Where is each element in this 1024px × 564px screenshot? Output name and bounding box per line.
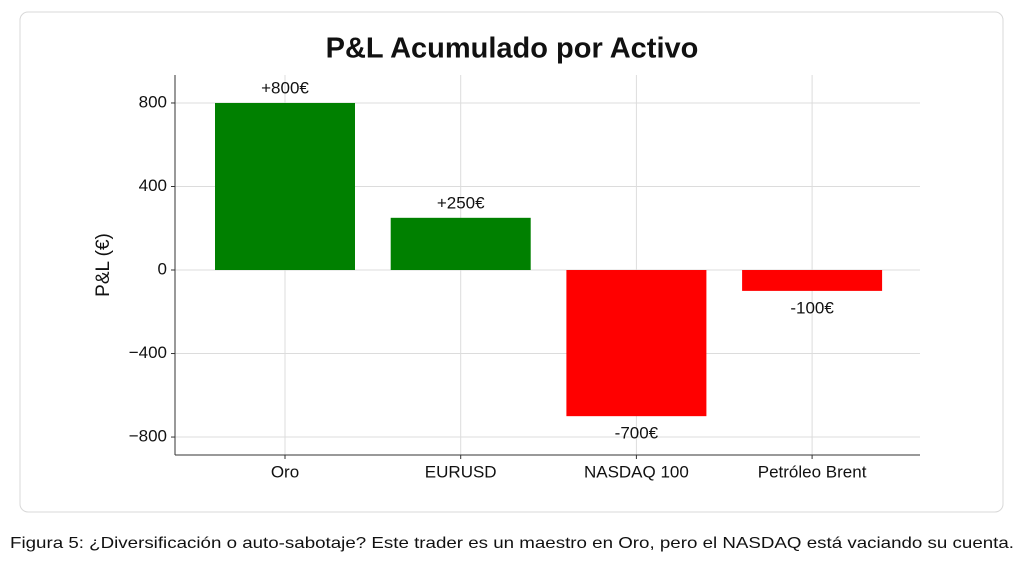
value-label: +800€	[261, 78, 309, 97]
y-tick-label: −400	[129, 343, 167, 362]
y-tick-label: 800	[139, 92, 167, 111]
bar	[215, 102, 355, 271]
bar	[566, 270, 707, 417]
chart-title: P&L Acumulado por Activo	[326, 33, 699, 65]
y-tick-label: 400	[139, 176, 167, 195]
bar	[742, 270, 883, 291]
bar	[390, 217, 531, 271]
y-tick-label: −800	[129, 427, 167, 446]
x-tick-label: Oro	[271, 462, 299, 481]
x-tick-label: NASDAQ 100	[584, 462, 689, 481]
x-tick-label: EURUSD	[425, 462, 497, 481]
value-label: +250€	[437, 193, 485, 212]
caption: Figura 5: ¿Diversificación o auto-sabota…	[10, 535, 1014, 552]
value-label: -100€	[790, 298, 834, 317]
y-tick-label: 0	[158, 259, 167, 278]
y-axis-label: P&L (€)	[93, 233, 114, 297]
x-tick-label: Petróleo Brent	[758, 462, 867, 481]
value-label: -700€	[615, 424, 659, 443]
